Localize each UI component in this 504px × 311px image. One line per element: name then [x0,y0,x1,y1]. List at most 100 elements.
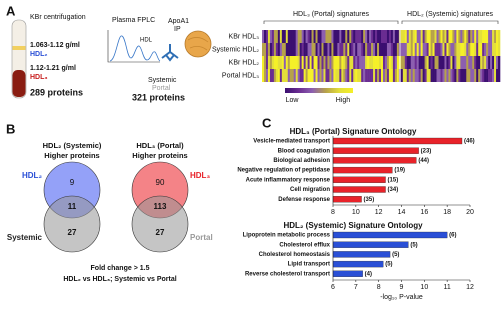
heatmap-cell [351,56,354,69]
heatmap-cell [452,43,455,56]
heatmap-cell [402,69,406,82]
heatmap-cell [430,43,433,56]
heatmap-cell [327,69,330,82]
heatmap-cell [454,69,457,82]
heatmap-cell [464,69,467,82]
heatmap-cell [327,43,330,56]
heatmap-cell [277,30,281,43]
heatmap-cell [388,43,392,56]
heatmap-cell [349,56,352,69]
heatmap-cell [466,69,469,82]
color-scale [285,88,353,93]
heatmap-cell [482,30,485,43]
heatmap-cell [345,30,348,43]
heatmap-cell [458,43,461,56]
heatmap-cell [416,56,419,69]
panel-letter: B [6,121,15,136]
heatmap-cell [384,30,388,43]
heatmap-cell [367,30,370,43]
venn-count: 9 [70,178,75,187]
category-label: Lipid transport [288,262,330,268]
heatmap-cell [369,69,372,82]
heatmap-cell [309,69,312,82]
x-tick-label: 9 [400,284,404,291]
x-tick-label: 8 [331,209,335,216]
heatmap-cell [369,30,372,43]
heatmap-cell [299,56,302,69]
heatmap-cell [325,56,328,69]
venn-subtitle: Higher proteins [132,151,187,160]
heatmap-cell [325,69,328,82]
heatmap-cell [339,30,342,43]
heatmap-cell [490,43,493,56]
heatmap-cell [291,43,295,56]
heatmap-cell [414,69,417,82]
heatmap-cell [490,30,493,43]
heatmap-cell [321,69,324,82]
heatmap-cell [458,30,461,43]
heatmap-cell [329,69,332,82]
heatmap-cell [331,43,334,56]
heatmap-cell [458,69,461,82]
heatmap-cell [390,43,394,56]
heatmap-cell [309,30,312,43]
heatmap-cell [263,43,267,56]
bar [332,166,393,174]
heatmap-cell [446,69,449,82]
heatmap-cell [321,43,324,56]
heatmap-cell [309,43,312,56]
heatmap-cell [331,56,334,69]
bead [184,30,212,58]
heatmap-cell [392,30,396,43]
heatmap-cell [359,43,362,56]
heatmap-cell [337,30,340,43]
heatmap-cell [414,30,417,43]
heatmap-cell [496,43,499,56]
heatmap-cell [478,30,481,43]
heatmap-cell [277,69,281,82]
heatmap-cell [448,30,451,43]
heatmap-cell [285,43,289,56]
heatmap-cell [289,43,293,56]
heatmap-cell [474,69,477,82]
heatmap-cell [287,69,291,82]
heatmap-cell [420,30,423,43]
heatmap-cell [420,69,423,82]
heatmap-cell [289,56,293,69]
category-label: Reverse cholesterol transport [245,271,330,277]
x-tick-label: 11 [444,284,451,291]
heatmap-cell [303,43,306,56]
x-tick-label: 6 [331,284,335,291]
heatmap-cell [496,30,499,43]
heatmap-cell [281,69,285,82]
count-label: (46) [464,139,475,145]
heatmap-cell [402,43,406,56]
heatmap-cell [337,69,340,82]
heatmap-cell [279,30,283,43]
heatmap-cell [418,56,421,69]
heatmap-cell [400,30,404,43]
heatmap-cell [363,43,366,56]
heatmap-cell [375,56,378,69]
heatmap-cell [311,56,314,69]
heatmap-cell [392,69,396,82]
count-label: (15) [388,177,399,183]
heatmap-cell [271,43,275,56]
heatmap-cell [267,30,271,43]
heatmap-cell [357,30,360,43]
heatmap-cell [474,56,477,69]
heatmap-cell [416,43,419,56]
bar [332,260,384,268]
heatmap-cell [263,30,267,43]
heatmap-cell [295,43,298,56]
heatmap-cell [317,69,320,82]
heatmap-cell [285,69,289,82]
heatmap-cell [462,30,465,43]
protein-count: 289 proteins [30,87,83,97]
heatmap-cell [373,69,376,82]
heatmap-cell [361,30,364,43]
venn-count: 90 [156,178,165,187]
heatmap-cell [426,30,429,43]
heatmap-cell [311,30,314,43]
heatmap-cell [432,69,435,82]
